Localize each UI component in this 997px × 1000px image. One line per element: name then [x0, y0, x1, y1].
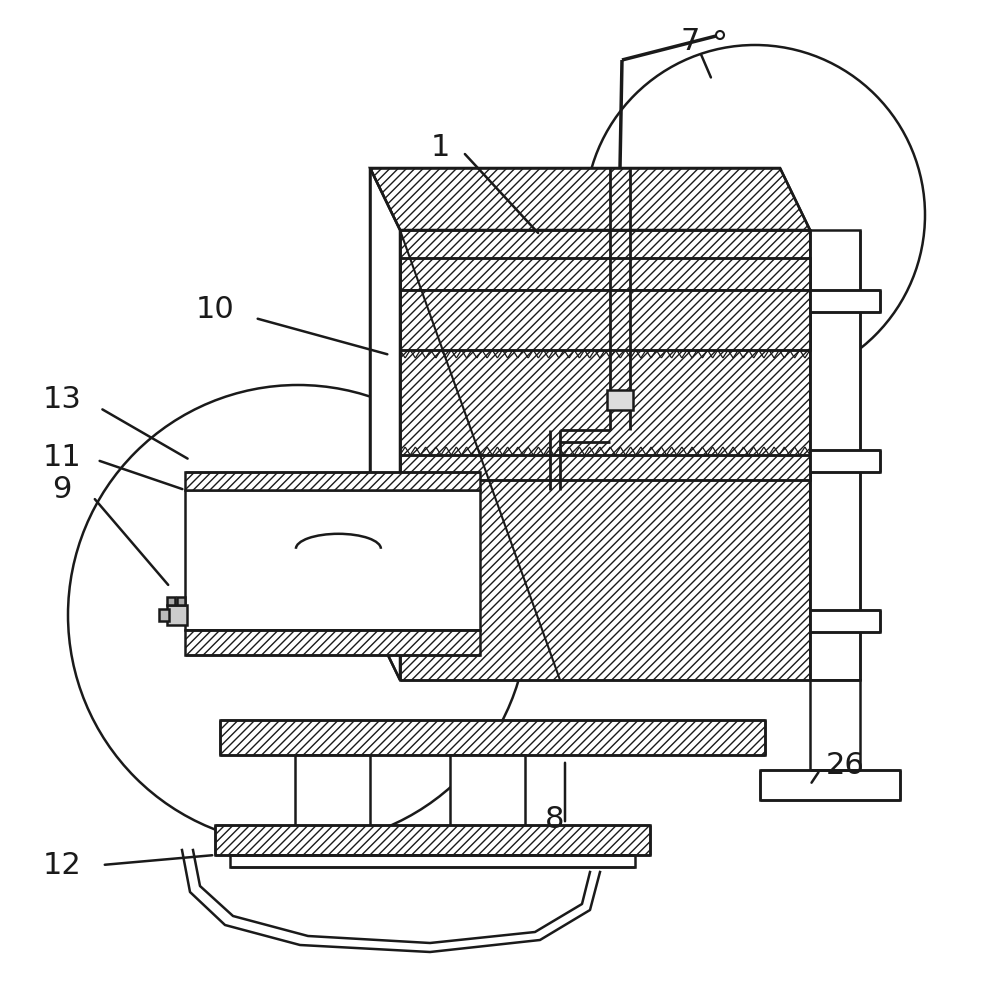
Polygon shape — [185, 630, 480, 655]
Polygon shape — [185, 490, 480, 630]
Polygon shape — [760, 770, 900, 800]
Polygon shape — [400, 455, 810, 480]
Text: 11: 11 — [43, 444, 82, 473]
Polygon shape — [400, 230, 810, 680]
Text: 9: 9 — [52, 476, 72, 504]
Polygon shape — [177, 597, 185, 605]
Text: 13: 13 — [43, 385, 82, 414]
Polygon shape — [185, 472, 480, 490]
Polygon shape — [810, 230, 860, 680]
Polygon shape — [607, 390, 633, 410]
Polygon shape — [370, 168, 810, 230]
Text: 12: 12 — [43, 850, 82, 880]
Text: 1: 1 — [431, 133, 450, 162]
Polygon shape — [810, 450, 880, 472]
Text: 26: 26 — [826, 750, 864, 780]
Polygon shape — [810, 610, 880, 632]
Circle shape — [716, 31, 724, 39]
Text: 7: 7 — [680, 27, 700, 56]
Polygon shape — [370, 168, 400, 680]
Polygon shape — [400, 258, 810, 290]
Polygon shape — [450, 755, 525, 860]
Polygon shape — [167, 605, 187, 625]
Polygon shape — [230, 855, 635, 867]
Polygon shape — [215, 825, 650, 855]
Polygon shape — [810, 290, 880, 312]
Polygon shape — [159, 609, 169, 621]
Polygon shape — [400, 290, 810, 350]
Text: 8: 8 — [545, 806, 564, 834]
Polygon shape — [220, 720, 765, 755]
Text: 10: 10 — [195, 296, 234, 324]
Polygon shape — [810, 680, 860, 770]
Polygon shape — [167, 597, 175, 605]
Polygon shape — [295, 755, 370, 860]
